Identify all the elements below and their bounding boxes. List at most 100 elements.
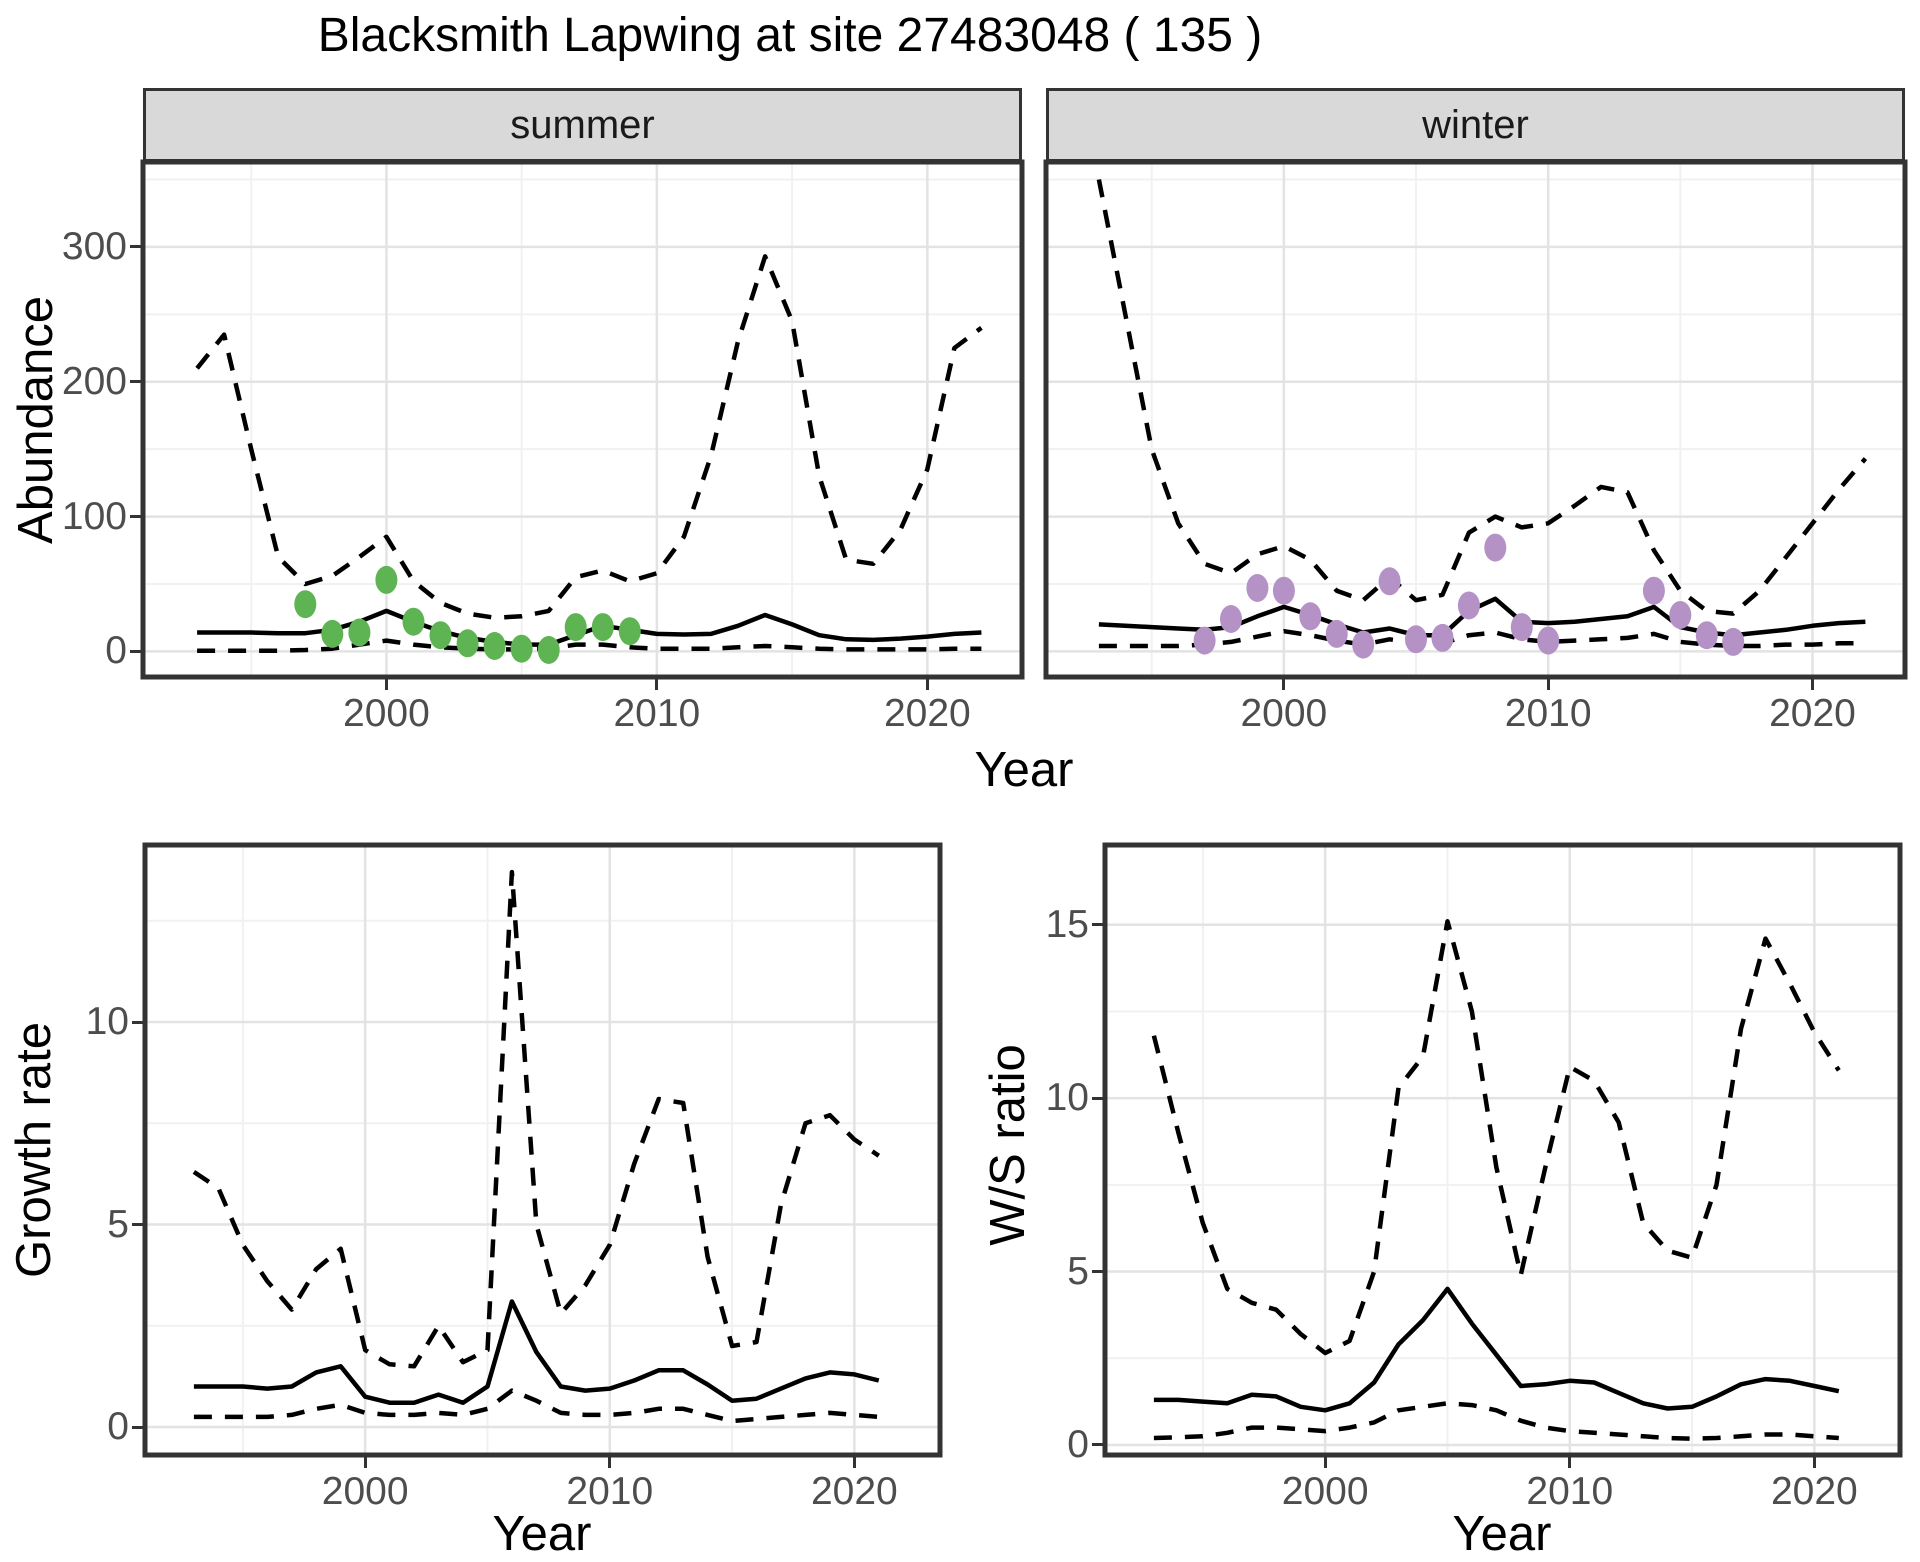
x-tick-label: 2010 — [1504, 692, 1592, 735]
x-tick-mark — [1568, 1455, 1572, 1468]
y-tick-label: 100 — [61, 494, 127, 538]
observed-point — [456, 629, 479, 658]
observed-point — [1722, 627, 1745, 656]
observed-point — [1272, 576, 1295, 605]
y-axis-label-growth-rate: Growth rate — [7, 1022, 61, 1278]
plot-canvas-ws_ratio — [1102, 842, 1903, 1458]
observed-point — [510, 634, 533, 663]
series-upper_95-line — [192, 869, 881, 1369]
observed-point — [1299, 602, 1322, 631]
y-tick-mark — [132, 1425, 145, 1429]
x-tick-label: 2000 — [1281, 1470, 1369, 1513]
plot-canvas-growth_rate — [142, 842, 943, 1458]
x-tick-mark — [852, 1455, 856, 1468]
facet-strip-winter: winter — [1046, 88, 1905, 162]
y-tick-label: 5 — [107, 1202, 129, 1246]
series-lower_95-line — [197, 638, 982, 653]
x-tick-mark — [655, 677, 659, 690]
observed-point — [1193, 626, 1216, 655]
observed-point — [483, 632, 506, 660]
x-tick-mark — [608, 1455, 612, 1468]
y-tick-label: 0 — [105, 629, 127, 673]
y-axis-label-ws-ratio: W/S ratio — [981, 1044, 1035, 1246]
observed-point — [1325, 619, 1348, 648]
x-tick-label: 2000 — [343, 692, 430, 735]
observed-point — [1378, 567, 1401, 596]
observed-point — [564, 613, 587, 642]
facet-label-winter: winter — [1422, 102, 1529, 147]
x-tick-mark — [1282, 677, 1286, 690]
observed-point — [591, 613, 614, 642]
panel-border — [140, 159, 1025, 680]
y-tick-label: 10 — [85, 1000, 129, 1043]
x-tick-label: 2010 — [1526, 1470, 1614, 1513]
observed-point — [1457, 591, 1480, 620]
y-tick-mark — [130, 245, 143, 249]
x-tick-mark — [384, 677, 388, 690]
observed-point — [1431, 623, 1454, 652]
series-median-line — [197, 608, 982, 647]
observed-point — [1695, 621, 1718, 650]
x-tick-label: 2020 — [810, 1470, 898, 1513]
observed-point — [402, 607, 425, 636]
panel-border — [1043, 159, 1908, 680]
observed-point — [537, 636, 560, 664]
x-tick-label: 2020 — [1770, 1470, 1858, 1513]
panel-border — [142, 842, 943, 1458]
y-tick-mark — [1092, 1270, 1105, 1274]
observed-point — [618, 617, 641, 646]
plot-canvas-abundance_winter — [1043, 159, 1908, 680]
y-tick-mark — [132, 1020, 145, 1024]
x-tick-mark — [925, 677, 929, 690]
observed-point — [1669, 601, 1692, 629]
x-tick-label: 2020 — [1769, 692, 1856, 735]
observed-point — [1352, 630, 1375, 659]
y-tick-mark — [1092, 1096, 1105, 1100]
series-upper_95-line — [1096, 179, 1868, 616]
y-tick-label: 0 — [1067, 1422, 1089, 1466]
y-tick-mark — [1092, 923, 1105, 927]
series-median-line — [1153, 1286, 1840, 1413]
series-lower_95-line — [1153, 1401, 1839, 1441]
observed-point — [375, 565, 398, 594]
observed-point — [1220, 605, 1242, 633]
y-tick-label: 10 — [1045, 1076, 1089, 1120]
y-tick-mark — [132, 1223, 145, 1227]
x-tick-mark — [1810, 677, 1814, 690]
x-tick-label: 2010 — [566, 1470, 654, 1513]
y-axis-label-abundance: Abundance — [9, 296, 63, 544]
panel-ws-ratio: 2000 2010 2020 0 5 10 15 — [1046, 842, 1903, 1513]
facet-label-summer: summer — [510, 102, 655, 147]
plot-canvas-abundance_summer — [140, 159, 1025, 680]
observed-point — [1246, 574, 1269, 602]
x-tick-label: 2020 — [883, 692, 971, 735]
observed-point — [348, 618, 371, 647]
series-lower_95-line — [1098, 628, 1866, 649]
y-tick-mark — [130, 380, 143, 384]
y-tick-label: 0 — [107, 1405, 129, 1449]
x-tick-mark — [1323, 1455, 1327, 1468]
x-tick-label: 2000 — [321, 1470, 409, 1513]
y-tick-label: 5 — [1067, 1249, 1089, 1293]
y-tick-label: 200 — [61, 359, 127, 403]
y-tick-mark — [1092, 1443, 1105, 1447]
y-tick-label: 15 — [1045, 902, 1089, 946]
y-tick-label: 300 — [61, 224, 127, 268]
observed-point — [294, 590, 317, 619]
observed-point — [1484, 533, 1507, 562]
panel-abundance-winter: 2000 2010 2020 — [1043, 159, 1908, 735]
x-tick-mark — [363, 1455, 367, 1468]
x-tick-mark — [1812, 1455, 1816, 1468]
observed-point — [1642, 576, 1665, 605]
observed-point — [1537, 626, 1560, 655]
series-upper_95-line — [195, 254, 983, 620]
panel-border — [1102, 842, 1903, 1458]
panel-abundance-summer: 2000 2010 2020 0 100 200 300 — [62, 159, 1025, 735]
x-axis-label-year-growth: Year — [492, 1507, 592, 1561]
x-tick-label: 2010 — [613, 692, 701, 735]
series-median-line — [193, 1299, 880, 1405]
series-lower_95-line — [193, 1388, 879, 1424]
observed-point — [1405, 625, 1427, 654]
observed-point — [321, 619, 344, 648]
chart-title: Blacksmith Lapwing at site 27483048 ( 13… — [317, 9, 1263, 62]
